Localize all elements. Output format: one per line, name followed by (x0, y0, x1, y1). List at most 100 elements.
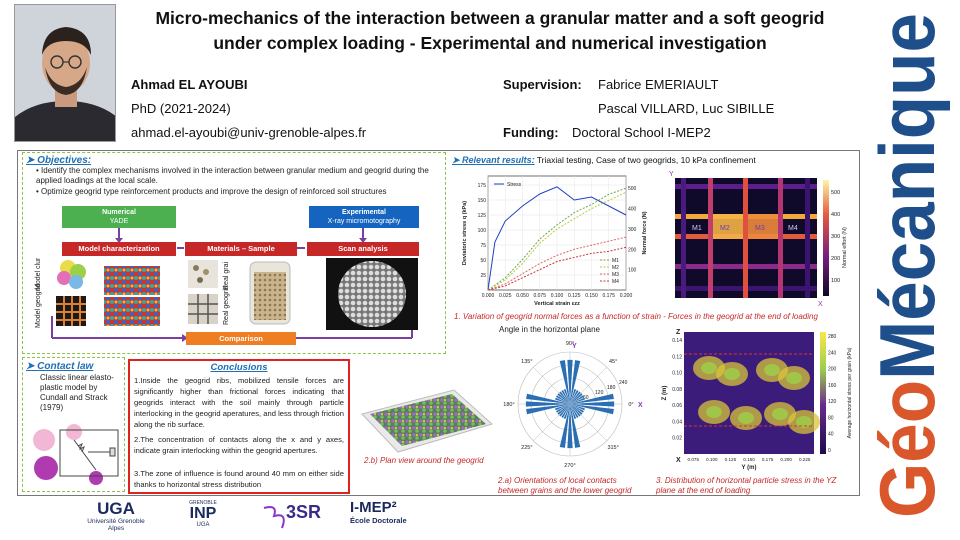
x-tick-label: 0.175 (602, 293, 615, 299)
uga-logo: UGA Université Grenoble Alpes (84, 500, 148, 533)
x-tick-label: 0.100 (551, 293, 564, 299)
polar-petal (570, 404, 614, 415)
objectives-panel (22, 152, 446, 354)
y-tick-label: 75 (480, 243, 486, 249)
colorbar1-tick: 200 (831, 256, 840, 262)
y-tick-label: 25 (480, 273, 486, 279)
inp-logo-text: INP (189, 505, 217, 522)
grid-label-m1: M1 (692, 225, 702, 232)
brand-vertical: GéoMécanique (863, 6, 956, 528)
colorbar3-tick: 0 (828, 448, 831, 454)
z-tick-label: 0.14 (672, 338, 682, 344)
legend-label: M3 (612, 272, 619, 278)
polar-petal (570, 404, 584, 413)
colorbar3-tick: 280 (828, 334, 837, 340)
experimental-label: Experimental (342, 209, 386, 216)
author-email: ahmad.el-ayoubi@univ-grenoble-alpes.fr (131, 125, 367, 140)
colorbar3-tick: 80 (828, 415, 834, 421)
contact-law-diagram (33, 424, 119, 485)
experimental-sub: X-ray micromotography (327, 218, 401, 225)
numerical-label: Numerical (102, 209, 136, 216)
colorbar1-tick: 100 (831, 278, 840, 284)
polar-petal (561, 404, 570, 418)
polar-petal (570, 404, 581, 417)
heatmap-axis-z: Z (676, 329, 681, 336)
y2-tick-label: 100 (628, 268, 637, 274)
polar-angle-label: 270° (564, 463, 575, 469)
side-geogrid: Model geogrid (35, 284, 42, 328)
polar-petal (526, 404, 570, 415)
side-clumps: Model clumps (35, 258, 42, 290)
results-header: ➤ Relevant results: Triaxial testing, Ca… (452, 155, 756, 165)
y-tick-label: 0.100 (706, 457, 718, 462)
colorbar3-tick: 200 (828, 367, 837, 373)
z-tick-label: 0.12 (672, 354, 682, 360)
polar-spoke (569, 403, 607, 441)
material-images (188, 260, 291, 325)
polar-petal (563, 404, 570, 419)
author-name: Ahmad EL AYOUBI (131, 77, 248, 92)
colorbar3-label: Average horizontal stress per grain (kPa… (847, 347, 853, 438)
supervisor-1: Fabrice EMERIAULT (598, 77, 719, 92)
y-tick-label: 0.225 (799, 457, 811, 462)
polar-petal (559, 404, 570, 417)
y-tick-label: 125 (478, 213, 487, 219)
contact-law-title-text: Contact law (37, 361, 94, 372)
numerical-box: Numerical YADE (62, 206, 176, 228)
heatmap-core (764, 364, 780, 376)
objectives-bullet-2: • Optimize geogrid type reinforcement pr… (36, 187, 387, 196)
polar-axis-x: X (638, 402, 643, 409)
polar-radial-label: 60 (583, 395, 589, 401)
contact-law-panel (22, 357, 125, 492)
heatmap-core (724, 368, 740, 380)
geogrid-plan-view (361, 389, 494, 453)
x-tick-label: 0.050 (516, 293, 529, 299)
side-labels-mid: Real grains Real geogrid (223, 262, 230, 325)
polar-petal (526, 393, 570, 404)
polar-petal (561, 390, 570, 404)
polar-spoke (533, 403, 571, 441)
imep-logo-sub: École Doctorale (350, 516, 407, 525)
objectives-bullet-1-text: Identify the complex mechanisms involved… (36, 166, 429, 185)
heatmap-core (701, 362, 717, 374)
caption-2b: 2.b) Plan view around the geogrid (364, 456, 484, 465)
y-tick-label: 175 (478, 183, 487, 189)
z-tick-label: 0.04 (672, 419, 682, 425)
colorbar3-tick: 120 (828, 399, 837, 405)
inp-logo-top: GRENOBLE (189, 500, 217, 506)
polar-title: Angle in the horizontal plane (499, 325, 601, 334)
polar-angle-label: 225° (521, 445, 532, 451)
colorbar3-tick: 240 (828, 350, 837, 356)
funding-value: Doctoral School I-MEP2 (572, 125, 711, 140)
tsr-logo-text: 3SR (286, 502, 322, 522)
brand-text: GéoMécanique (866, 13, 951, 518)
caption-1: 1. Variation of geogrid normal forces as… (454, 312, 818, 321)
y-tick-label: 100 (478, 228, 487, 234)
poster-title: Micro-mechanics of the interaction betwe… (155, 8, 825, 53)
conclusion-1: 1.Inside the geogrid ribs, mobilized ten… (134, 376, 344, 429)
polar-petal (557, 393, 570, 404)
x-tick-label: 0.000 (482, 293, 495, 299)
polar-petal (570, 404, 579, 418)
polar-petal (555, 397, 570, 404)
x-tick-label: 0.025 (499, 293, 512, 299)
supervisor-2: Pascal VILLARD, Luc SIBILLE (598, 101, 775, 116)
grid-label-m4: M4 (788, 225, 798, 232)
polar-angle-label: 315° (607, 445, 618, 451)
results-title: Relevant results: (462, 155, 535, 165)
y2-tick-label: 400 (628, 207, 637, 213)
conclusions-title: Conclusions (210, 362, 268, 373)
legend-label: M4 (612, 279, 619, 285)
polar-petal (559, 404, 570, 448)
grid-label-m3: M3 (755, 225, 765, 232)
polar-axis-y: Y (572, 343, 577, 350)
contact-law-title: ➤ Contact law (26, 361, 94, 372)
objectives-title: ➤ Objectives: (26, 155, 92, 166)
y2-axis-label: Normal force (N) (642, 211, 648, 254)
polar-radial-label: 120 (595, 390, 604, 396)
caption-3: 3. Distribution of horizontal particle s… (656, 476, 837, 495)
polar-petal (556, 404, 570, 413)
scan-image (326, 258, 418, 330)
polar-petal (557, 404, 570, 415)
legend-label: M1 (612, 258, 619, 264)
